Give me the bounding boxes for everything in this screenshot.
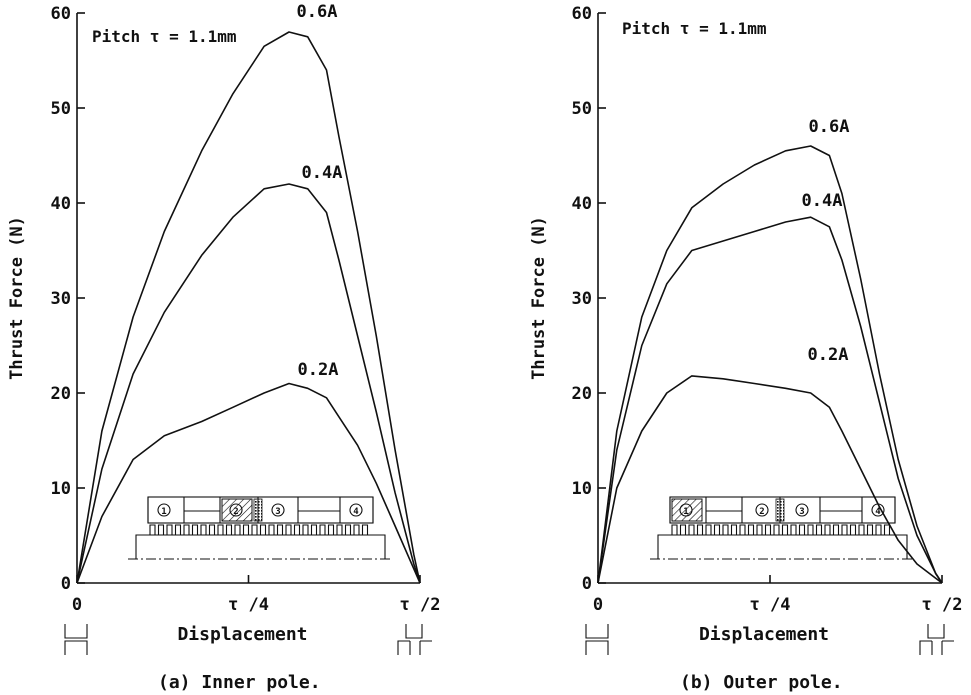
motor-schematic-inset: 1 2 3 4 [650, 496, 913, 560]
svg-text:4: 4 [875, 507, 881, 517]
panel-inner-pole: 0 10 20 30 40 50 60 0 τ /4 τ /2 0.6A 0.4A 0.2A Pitch … [7, 2, 440, 693]
y-tick-label: 60 [572, 4, 592, 24]
svg-text:1: 1 [683, 507, 688, 517]
x-tick-label: τ /4 [228, 595, 269, 615]
y-tick-label: 50 [572, 99, 592, 119]
y-tick-label: 10 [51, 479, 71, 499]
series-label: 0.4A [302, 163, 343, 183]
y-tick-label: 0 [61, 574, 71, 594]
x-tick-label: τ /2 [400, 595, 441, 615]
aligned-teeth-symbol [585, 624, 609, 655]
svg-text:3: 3 [799, 507, 804, 517]
y-tick-label: 30 [51, 289, 71, 309]
series-label: 0.4A [802, 191, 843, 211]
svg-text:3: 3 [275, 507, 280, 517]
series-line-0.4A [597, 216, 943, 584]
y-tick-label: 60 [51, 4, 71, 24]
svg-text:2: 2 [233, 507, 238, 517]
motor-schematic-inset: 1 2 3 4 [128, 496, 391, 560]
y-axis-label: Thrust Force (N) [7, 216, 27, 380]
y-tick-label: 0 [582, 574, 592, 594]
x-tick-label: τ /2 [922, 595, 963, 615]
panel-outer-pole: 0 10 20 30 40 50 60 0 τ /4 τ /2 0.6A 0.4A 0.2A Pitch … [529, 4, 962, 693]
series-line-0.2A [597, 375, 943, 584]
x-tick-label: 0 [593, 595, 603, 615]
shifted-teeth-symbol [919, 624, 954, 655]
aligned-teeth-symbol [64, 624, 88, 655]
y-tick-label: 20 [51, 384, 71, 404]
series-line-0.6A [597, 145, 943, 584]
y-axis-label: Thrust Force (N) [529, 216, 549, 380]
y-tick-label: 10 [572, 479, 592, 499]
series-line-0.6A [76, 31, 421, 584]
y-tick-label: 50 [51, 99, 71, 119]
series-label: 0.2A [808, 345, 849, 365]
series-line-0.4A [76, 183, 421, 584]
pitch-annotation: Pitch τ = 1.1mm [92, 27, 237, 46]
panel-caption: (b) Outer pole. [680, 672, 843, 693]
shifted-teeth-symbol [397, 624, 432, 655]
y-tick-label: 30 [572, 289, 592, 309]
x-axis-label: Displacement [177, 624, 307, 645]
x-tick-label: τ /4 [750, 595, 791, 615]
svg-text:4: 4 [353, 507, 359, 517]
panel-caption: (a) Inner pole. [158, 672, 321, 693]
svg-text:1: 1 [161, 507, 166, 517]
x-tick-label: 0 [72, 595, 82, 615]
series-label: 0.6A [297, 2, 338, 22]
y-tick-label: 40 [51, 194, 71, 214]
series-label: 0.2A [298, 360, 339, 380]
y-tick-label: 40 [572, 194, 592, 214]
pitch-annotation: Pitch τ = 1.1mm [622, 19, 767, 38]
series-line-0.2A [76, 382, 421, 584]
x-axis-label: Displacement [699, 624, 829, 645]
series-label: 0.6A [809, 117, 850, 137]
svg-text:2: 2 [759, 507, 764, 517]
y-tick-label: 20 [572, 384, 592, 404]
